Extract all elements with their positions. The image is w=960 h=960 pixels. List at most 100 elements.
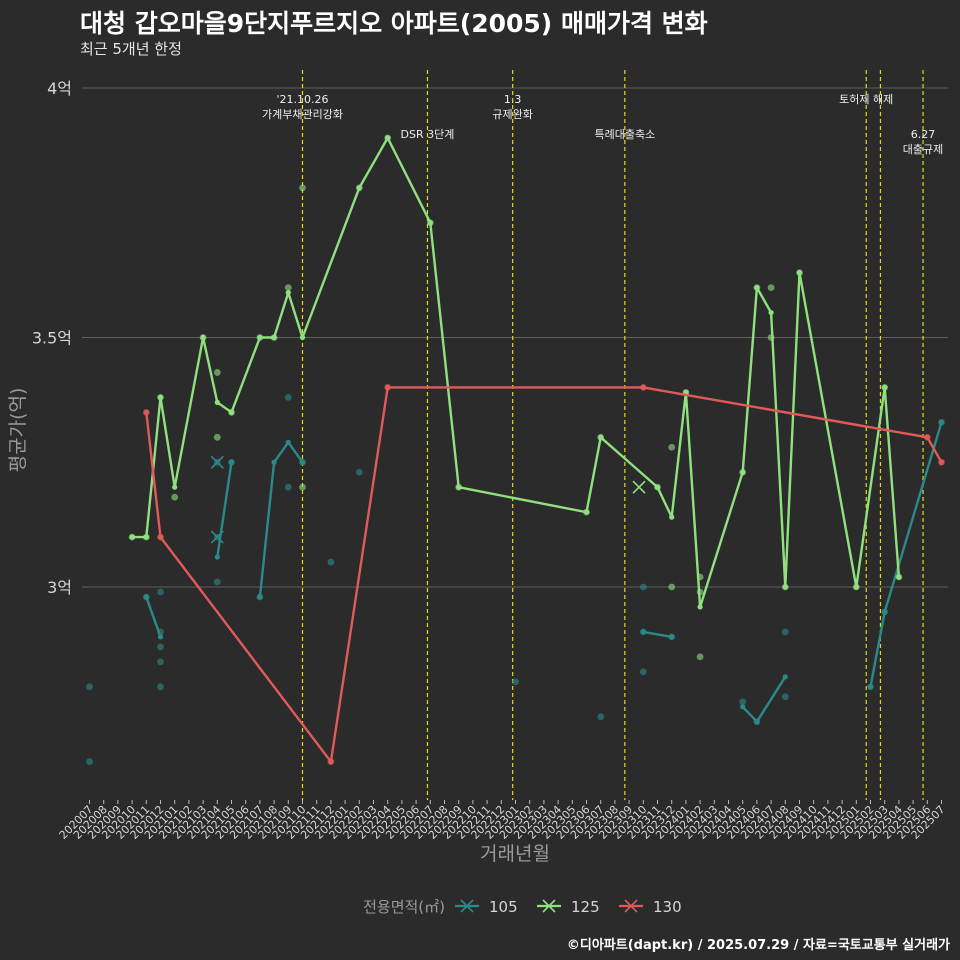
chart-subtitle: 최근 5개년 한정	[80, 40, 182, 58]
data-point-105	[639, 583, 647, 591]
line-vertex-125	[853, 584, 859, 590]
x-marker-125	[632, 480, 646, 494]
data-point-105	[284, 393, 292, 401]
series-line-105	[869, 421, 943, 688]
line-vertex-125	[356, 185, 362, 191]
line-vertex-125	[768, 309, 774, 316]
event-label: '21.10.26 가계부채관리강화	[262, 93, 343, 121]
data-point-105	[639, 668, 647, 676]
legend-key-marker-130	[624, 899, 638, 913]
line-vertex-125	[427, 220, 433, 226]
series-line-130	[145, 386, 943, 763]
data-point-105	[157, 588, 164, 596]
line-vertex-125	[896, 574, 902, 580]
data-point-105	[86, 683, 93, 691]
line-vertex-105	[157, 634, 164, 640]
data-point-125	[668, 443, 676, 451]
series-line-105	[216, 462, 233, 558]
x-marker-105	[210, 530, 224, 544]
line-vertex-105	[882, 609, 888, 615]
series-line-125	[132, 136, 901, 609]
series-layer	[86, 134, 945, 766]
line-vertex-105	[754, 719, 760, 725]
line-vertex-125	[157, 394, 164, 400]
data-point-105	[327, 558, 335, 566]
line-vertex-105	[938, 419, 945, 425]
data-point-105	[739, 698, 747, 706]
data-point-125	[668, 583, 676, 591]
line-vertex-105	[640, 629, 646, 635]
event-label: DSR 3단계	[401, 128, 455, 141]
data-point-105	[86, 758, 93, 766]
line-vertex-105	[669, 634, 675, 640]
line-vertex-125	[143, 534, 149, 540]
line-vertex-105	[740, 704, 746, 710]
line-vertex-105	[214, 554, 220, 560]
line-vertex-125	[882, 384, 888, 390]
series-line-105	[643, 630, 672, 639]
line-vertex-125	[782, 584, 788, 590]
series-line-105	[741, 676, 787, 723]
legend-label-125: 125	[571, 898, 600, 916]
line-vertex-130	[938, 459, 945, 465]
legend-label-105: 105	[489, 898, 518, 916]
legend-layer: 전용면적(㎡) 105 125 130	[363, 898, 682, 916]
y-tick-label: 4억	[47, 79, 72, 98]
data-point-125	[299, 483, 306, 491]
data-point-105	[781, 693, 789, 701]
x-marker-105	[210, 455, 224, 469]
line-vertex-130	[157, 534, 164, 540]
data-point-105	[781, 628, 789, 636]
line-vertex-125	[200, 334, 206, 341]
data-point-105	[157, 683, 164, 691]
y-tick-label: 3억	[47, 578, 72, 597]
line-vertex-125	[228, 409, 235, 415]
line-vertex-125	[796, 270, 803, 276]
data-point-125	[284, 284, 292, 291]
axis-layer: 3억3.5억4억20200720200820200920201020201120…	[7, 79, 948, 865]
data-point-105	[284, 483, 292, 491]
x-axis-title: 거래년월	[480, 843, 550, 865]
data-point-125	[213, 369, 221, 376]
line-vertex-105	[285, 439, 291, 445]
legend-title: 전용면적(㎡)	[363, 898, 445, 916]
line-vertex-130	[385, 384, 391, 390]
data-point-125	[767, 284, 775, 291]
chart-caption: ©디아파트(dapt.kr) / 2025.07.29 / 자료=국토교통부 실…	[566, 938, 950, 953]
y-axis-title: 평균가(억)	[7, 388, 29, 473]
series-line-105	[145, 596, 162, 638]
line-vertex-105	[143, 594, 149, 600]
line-vertex-105	[867, 684, 874, 690]
data-point-125	[696, 653, 704, 661]
line-vertex-125	[172, 484, 178, 490]
series-line-105	[258, 441, 304, 598]
event-label: 토허제 해제	[839, 92, 893, 106]
legend-key-marker-105	[460, 899, 474, 913]
line-vertex-125	[740, 469, 746, 475]
line-vertex-105	[271, 459, 277, 465]
line-vertex-125	[669, 514, 675, 520]
line-vertex-125	[598, 434, 604, 440]
data-point-105	[157, 658, 164, 666]
line-vertex-125	[299, 334, 306, 341]
line-vertex-130	[640, 384, 646, 390]
line-vertex-125	[654, 484, 661, 490]
line-vertex-130	[143, 409, 149, 415]
chart-title: 대청 갑오마을9단지푸르지오 아파트(2005) 매매가격 변화	[80, 9, 708, 38]
legend-label-130: 130	[653, 898, 682, 916]
data-point-105	[512, 678, 519, 686]
event-label: 1.3 규제완화	[492, 93, 532, 121]
data-point-105	[597, 713, 605, 721]
line-vertex-125	[697, 604, 703, 610]
line-vertex-125	[257, 334, 263, 341]
line-vertex-105	[228, 459, 235, 465]
grid-layer	[82, 87, 948, 588]
line-vertex-125	[285, 289, 291, 296]
line-vertex-125	[754, 285, 760, 291]
line-vertex-125	[214, 399, 220, 405]
event-label: 특례대출축소	[594, 128, 655, 141]
line-vertex-125	[129, 534, 135, 540]
line-vertex-105	[299, 459, 306, 465]
data-point-105	[355, 468, 363, 476]
line-vertex-105	[257, 594, 263, 600]
